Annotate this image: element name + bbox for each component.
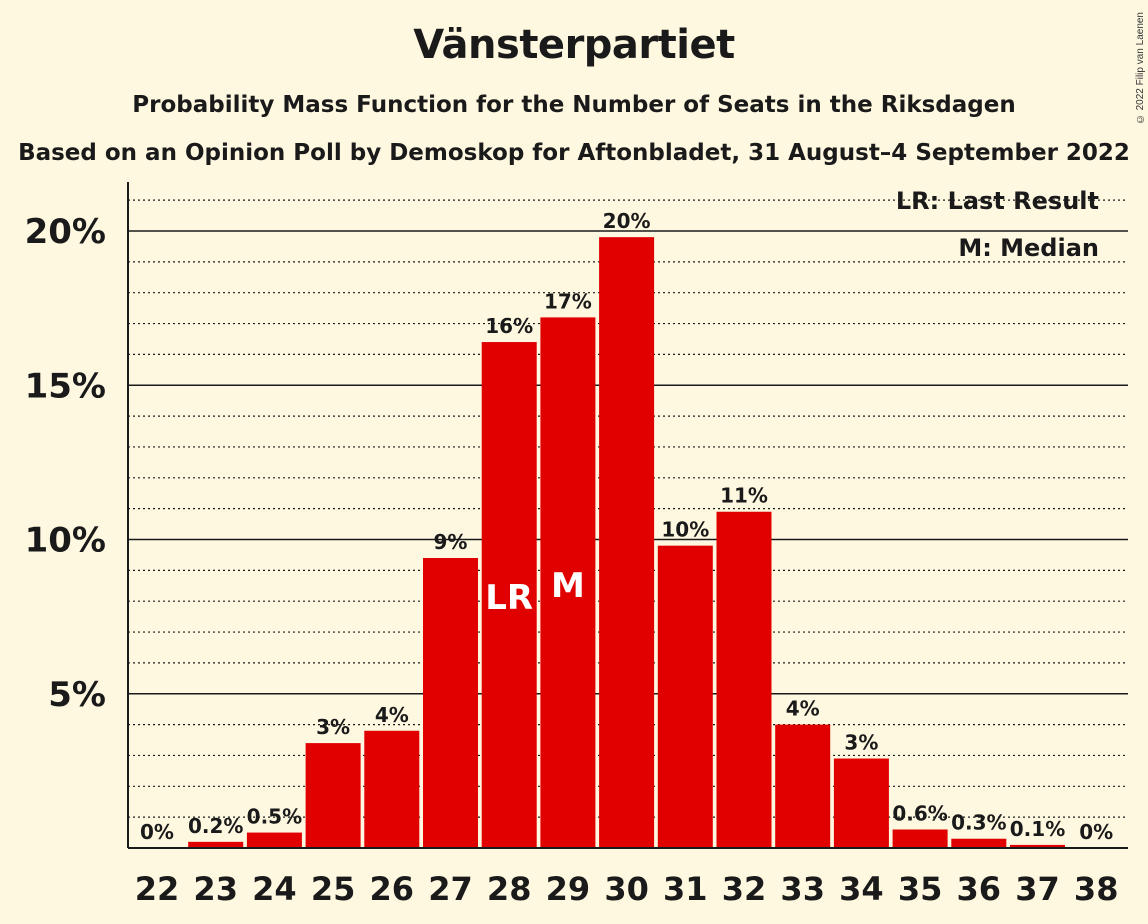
- data-label: 0.3%: [951, 811, 1006, 835]
- data-label: 20%: [603, 209, 651, 233]
- x-tick-label: 24: [252, 870, 297, 908]
- bar-seat-26: [364, 730, 420, 848]
- x-tick-label: 23: [193, 870, 238, 908]
- y-tick-label: 10%: [25, 521, 106, 561]
- data-label: 4%: [375, 703, 409, 727]
- median-marker: M: [551, 566, 585, 606]
- bar-seat-25: [305, 743, 361, 848]
- x-tick-label: 36: [957, 870, 1002, 908]
- data-label: 3%: [844, 731, 878, 755]
- y-tick-label: 5%: [48, 675, 106, 715]
- x-tick-label: 31: [663, 870, 708, 908]
- data-label: 0.6%: [892, 801, 947, 825]
- x-tick-label: 26: [370, 870, 415, 908]
- data-label: 0.1%: [1010, 817, 1065, 841]
- chart-subtitle-source: Based on an Opinion Poll by Demoskop for…: [18, 140, 1130, 166]
- bar-seat-24: [246, 832, 302, 848]
- y-tick-label: 20%: [25, 212, 106, 252]
- x-tick-label: 30: [604, 870, 649, 908]
- data-label: 17%: [544, 289, 592, 313]
- bar-seat-29: [540, 317, 596, 848]
- x-tick-label: 35: [898, 870, 943, 908]
- last-result-marker: LR: [485, 578, 533, 618]
- legend-median: M: Median: [958, 234, 1099, 262]
- x-tick-label: 38: [1074, 870, 1119, 908]
- bar-seat-32: [716, 511, 772, 848]
- data-label: 9%: [434, 530, 468, 554]
- bar-seat-28: [481, 342, 537, 848]
- data-label: 11%: [720, 484, 768, 508]
- bar-seat-37: [1010, 844, 1065, 848]
- data-label: 3%: [316, 715, 350, 739]
- x-tick-label: 28: [487, 870, 532, 908]
- data-label: 0.2%: [188, 814, 243, 838]
- y-tick-label: 15%: [25, 366, 106, 406]
- chart-subtitle: Probability Mass Function for the Number…: [132, 92, 1016, 118]
- bar-seat-30: [599, 237, 655, 849]
- data-label: 16%: [485, 314, 533, 338]
- legend-last-result: LR: Last Result: [896, 187, 1099, 215]
- x-tick-label: 32: [722, 870, 767, 908]
- data-label: 0%: [140, 820, 174, 844]
- bar-seat-23: [188, 841, 244, 848]
- x-tick-label: 29: [546, 870, 591, 908]
- bar-seat-34: [833, 758, 889, 848]
- x-tick-label: 27: [428, 870, 473, 908]
- bar-seat-35: [892, 829, 948, 848]
- x-tick-label: 33: [780, 870, 825, 908]
- bar-seat-27: [423, 558, 478, 848]
- chart-title: Vänsterpartiet: [413, 22, 735, 68]
- data-label: 0%: [1079, 820, 1113, 844]
- x-tick-label: 25: [311, 870, 356, 908]
- bar-seat-36: [951, 838, 1007, 848]
- x-tick-label: 37: [1015, 870, 1060, 908]
- x-tick-label: 22: [135, 870, 180, 908]
- data-label: 10%: [661, 518, 709, 542]
- bar-seat-31: [657, 545, 713, 848]
- x-tick-label: 34: [839, 870, 884, 908]
- data-label: 0.5%: [247, 805, 302, 829]
- bar-seat-33: [775, 724, 831, 848]
- data-label: 4%: [786, 697, 820, 721]
